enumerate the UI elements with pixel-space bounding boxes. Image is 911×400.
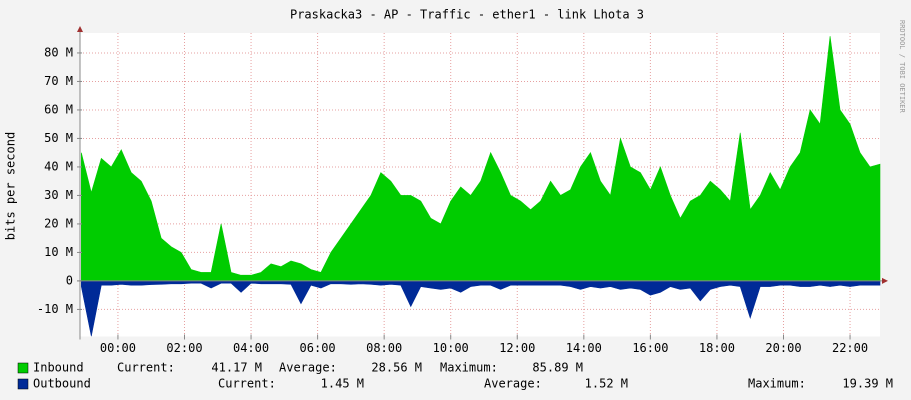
x-tick-label: 06:00 xyxy=(300,341,336,355)
stat-label: Current: xyxy=(218,377,276,391)
stat-value: 1.45 M xyxy=(321,377,364,391)
area xyxy=(81,36,881,282)
y-tick-label: 50 M xyxy=(44,131,73,145)
y-tick-label: 30 M xyxy=(44,188,73,202)
x-tick-label: 00:00 xyxy=(100,341,136,355)
x-axis-arrow xyxy=(882,277,888,284)
y-axis-label: bits per second xyxy=(4,132,18,240)
axes: -10 M 0 10 M 20 M 30 M 40 M 50 M 60 M 70 M 80 M 00… xyxy=(37,26,888,355)
stat-label: Average: xyxy=(484,377,542,391)
chart-title: Praskacka3 - AP - Traffic - ether1 - lin… xyxy=(290,8,644,22)
x-tick-label: 02:00 xyxy=(166,341,202,355)
x-tick-label: 18:00 xyxy=(699,341,735,355)
x-tick-label: 04:00 xyxy=(233,341,269,355)
y-tick-label: 10 M xyxy=(44,245,73,259)
y-tick-label: 20 M xyxy=(44,216,73,230)
stat-value: 19.39 M xyxy=(842,377,893,391)
stat-label: Maximum: xyxy=(440,361,498,375)
x-tick-label: 08:00 xyxy=(366,341,402,355)
x-tick-label: 12:00 xyxy=(499,341,535,355)
y-tick-label: 40 M xyxy=(44,159,73,173)
x-tick-label: 10:00 xyxy=(433,341,469,355)
watermark: RRDTOOL / TOBI OETIKER xyxy=(898,20,906,114)
legend: Inbound Current: 41.17 M Average: 28.56 M Max… xyxy=(17,361,893,391)
legend-swatch xyxy=(17,378,29,390)
y-tick-label: 0 xyxy=(66,273,73,287)
stat-label: Current: xyxy=(117,361,175,375)
stat-value: 41.17 M xyxy=(211,361,262,375)
stat-value: 28.56 M xyxy=(371,361,422,375)
stat-label: Average: xyxy=(279,361,337,375)
area xyxy=(81,280,881,337)
stat-label: Maximum: xyxy=(748,377,806,391)
x-tick-label: 16:00 xyxy=(632,341,668,355)
legend-label: Outbound xyxy=(33,377,91,391)
y-tick-label: -10 M xyxy=(37,302,73,316)
stat-value: 1.52 M xyxy=(585,377,628,391)
stat-value: 85.89 M xyxy=(532,361,583,375)
y-axis-arrow xyxy=(77,26,83,32)
x-tick-label: 14:00 xyxy=(566,341,602,355)
y-tick-label: 80 M xyxy=(44,45,73,59)
marks xyxy=(81,36,881,337)
legend-label: Inbound xyxy=(33,361,84,375)
legend-swatch xyxy=(17,362,29,374)
y-tick-label: 70 M xyxy=(44,74,73,88)
y-tick-label: 60 M xyxy=(44,102,73,116)
x-tick-label: 22:00 xyxy=(832,341,868,355)
x-tick-label: 20:00 xyxy=(765,341,801,355)
